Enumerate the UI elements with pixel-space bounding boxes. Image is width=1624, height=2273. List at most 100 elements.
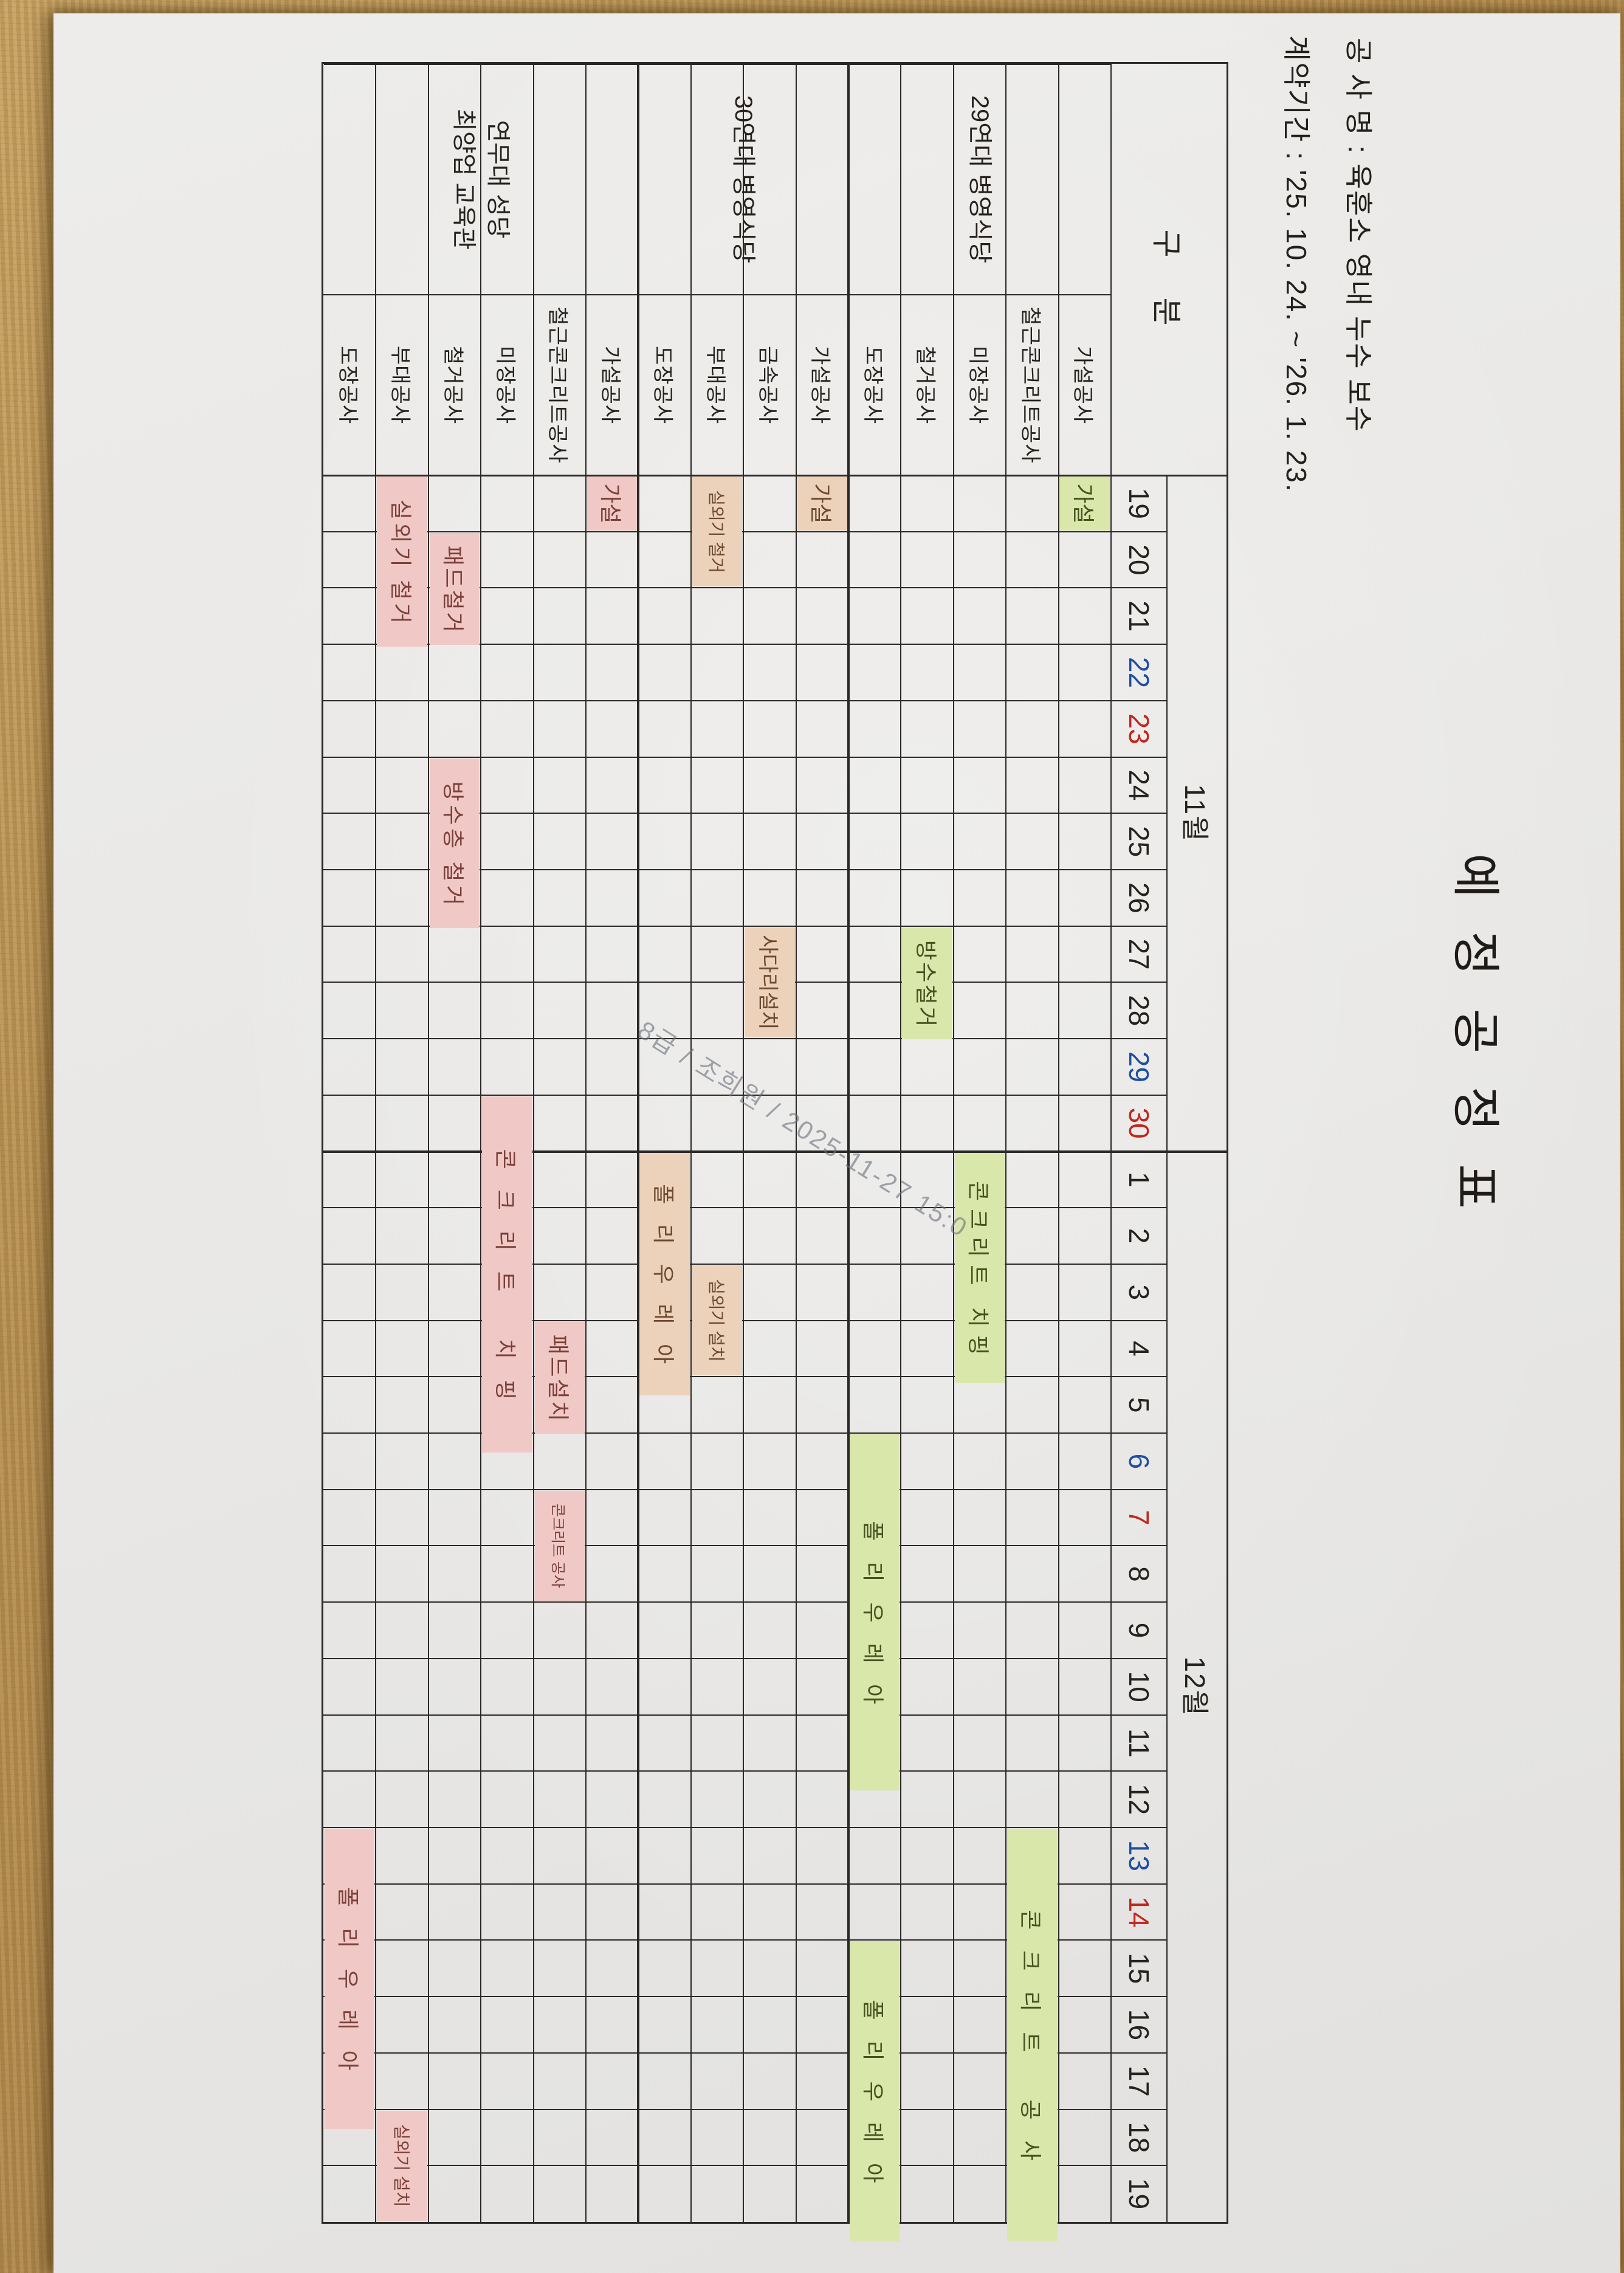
- gantt-bar: 폴리우레아: [850, 1941, 900, 2241]
- grid-line-day: [323, 1601, 1167, 1603]
- gantt-bar: 실외기 설치: [692, 1265, 743, 1376]
- grid-line-day: [323, 1545, 1167, 1547]
- date-cell: 18: [1123, 2122, 1155, 2153]
- gantt-bar: 폴리우레아: [850, 1434, 900, 1791]
- group-name-cell: 연무대 성당 최양업 교육관: [323, 64, 638, 295]
- work-label-cell: 가설공사: [1071, 345, 1095, 425]
- date-cell: 20: [1123, 544, 1155, 576]
- work-label-cell: 미장공사: [493, 345, 517, 425]
- table-outer-border: [322, 2222, 1228, 2224]
- date-cell: 3: [1123, 1284, 1155, 1301]
- gantt-bar: 콘크리트 공사: [1007, 1829, 1058, 2241]
- grid-line-day: [323, 1770, 1167, 1772]
- date-cell: 24: [1123, 769, 1155, 801]
- date-cell: 19: [1123, 487, 1155, 519]
- work-label-cell: 도장공사: [651, 345, 675, 425]
- date-cell: 29: [1123, 1051, 1155, 1083]
- date-cell: 4: [1123, 1341, 1155, 1357]
- date-cell: 1: [1123, 1172, 1155, 1188]
- gantt-bar: 사다리설치: [745, 927, 795, 1038]
- gantt-bar: 방수철거: [902, 927, 952, 1040]
- date-cell: 28: [1123, 995, 1155, 1026]
- date-cell: 5: [1123, 1397, 1155, 1413]
- work-label-cell: 철거공사: [913, 345, 937, 425]
- work-label-cell: 철근콘크리트공사: [546, 306, 569, 464]
- gantt-bar: 콘크리트 공사: [534, 1490, 585, 1601]
- group-name-line: 29연대 병영식당: [966, 95, 993, 264]
- group-name-cell: 30연대 병영식당: [638, 64, 848, 295]
- work-label-cell: 철거공사: [441, 345, 464, 425]
- gantt-bar: 패드설치: [534, 1321, 585, 1434]
- grid-line-day: [323, 1432, 1167, 1434]
- date-cell: 11: [1123, 1728, 1155, 1758]
- date-cell: 13: [1123, 1840, 1155, 1871]
- work-label-cell: 도장공사: [335, 345, 359, 425]
- gantt-bar: 실외기 철거: [377, 476, 427, 647]
- date-cell: 21: [1123, 600, 1155, 632]
- gantt-bar: 실외기 철거: [692, 476, 743, 587]
- gantt-bar: 가설: [1059, 476, 1110, 531]
- paper-sheet: [53, 13, 1620, 2273]
- date-cell: 25: [1123, 826, 1155, 858]
- date-cell: 19: [1123, 2178, 1155, 2210]
- gantt-bar: 가설: [797, 476, 847, 531]
- date-cell: 17: [1123, 2065, 1155, 2097]
- month-cell: 11월: [1179, 784, 1211, 843]
- group-name-cell: 29연대 병영식당: [848, 64, 1111, 295]
- work-label-cell: 금속공사: [755, 345, 779, 425]
- work-label-cell: 미장공사: [966, 345, 989, 425]
- work-label-cell: 도장공사: [861, 345, 884, 425]
- document-title: 예 정 공 정 표: [1448, 853, 1502, 1219]
- group-name-line: 최양업 교육관: [450, 109, 478, 250]
- date-cell: 10: [1123, 1671, 1155, 1702]
- gantt-bar: 콘크리트 치핑: [954, 1152, 1005, 1384]
- date-cell: 16: [1123, 2009, 1155, 2041]
- date-cell: 9: [1123, 1622, 1155, 1639]
- grid-line-day: [323, 1038, 1167, 1040]
- work-label-cell: 철근콘크리트공사: [1018, 306, 1042, 464]
- gantt-bar: 실외기 설치: [377, 2110, 427, 2221]
- work-label-cell: 가설공사: [598, 345, 622, 425]
- grid-line-day: [323, 1657, 1167, 1659]
- grid-line-day: [323, 1207, 1167, 1209]
- gantt-bar: 폴리우레아: [325, 1829, 375, 2129]
- date-cell: 8: [1123, 1566, 1155, 1582]
- date-cell: 7: [1123, 1510, 1155, 1525]
- date-cell: 27: [1123, 938, 1155, 970]
- date-cell: 2: [1123, 1228, 1155, 1244]
- date-cell: 26: [1123, 882, 1155, 913]
- date-cell: 30: [1123, 1107, 1155, 1139]
- date-cell: 14: [1123, 1896, 1155, 1928]
- grid-line-day: [323, 756, 1167, 758]
- work-label-cell: 가설공사: [808, 345, 832, 425]
- grid-line-month-boundary: [323, 1150, 1227, 1153]
- gantt-bar: 가설: [587, 476, 638, 531]
- date-cell: 23: [1123, 713, 1155, 744]
- grid-line-day: [323, 1319, 1167, 1321]
- grid-line-day: [323, 1488, 1167, 1490]
- grid-line-day: [323, 1827, 1167, 1829]
- gantt-bar: 패드철거: [429, 532, 480, 645]
- gantt-bar: 방수층 철거: [429, 758, 480, 929]
- gantt-bar: 콘크리트 치핑: [482, 1096, 532, 1453]
- grid-line-day: [323, 1263, 1167, 1265]
- table-outer-border: [1227, 62, 1228, 2224]
- date-cell: 15: [1123, 1953, 1155, 1984]
- contract-period-line: 계약기간 : '25. 10. 24. ~ '26. 1. 23.: [1281, 35, 1312, 493]
- project-name-line: 공 사 명 : 육훈소 영내 누수 보수: [1343, 38, 1374, 433]
- grid-line-day: [323, 1714, 1167, 1716]
- work-label-cell: 부대공사: [388, 345, 412, 425]
- grid-line-day: [323, 1376, 1167, 1378]
- grid-line-day: [323, 531, 1167, 532]
- grid-line-day: [323, 700, 1167, 701]
- month-cell: 12월: [1179, 1656, 1211, 1718]
- work-label-cell: 부대공사: [703, 345, 727, 425]
- group-name-line: 30연대 병영식당: [730, 95, 757, 264]
- date-cell: 6: [1123, 1453, 1155, 1470]
- gantt-bar: 폴리우레아: [639, 1152, 690, 1395]
- date-cell: 22: [1123, 656, 1155, 689]
- date-cell: 12: [1123, 1784, 1155, 1815]
- group-name-line: 연무대 성당: [484, 120, 512, 239]
- corner-cell: 구 분: [1149, 229, 1183, 342]
